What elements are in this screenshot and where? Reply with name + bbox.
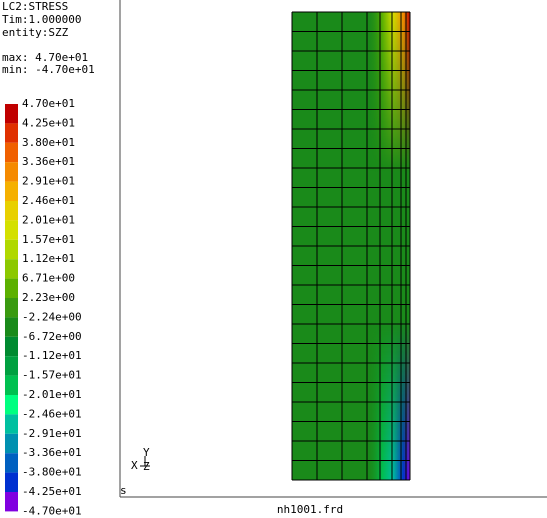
legend-label: 3.36e+01	[22, 155, 75, 168]
legend-label: 3.80e+01	[22, 136, 75, 149]
max-label: max: 4.70e+01	[2, 51, 88, 64]
legend-label: -2.24e+00	[22, 310, 82, 323]
axis-label: Z	[143, 460, 150, 473]
legend-label: -1.12e+01	[22, 349, 82, 362]
legend-swatch	[5, 395, 18, 415]
legend-swatch	[5, 453, 18, 473]
legend-swatch	[5, 492, 18, 512]
legend-label: -2.01e+01	[22, 388, 82, 401]
min-label: min: -4.70e+01	[2, 63, 95, 76]
legend-label: 2.23e+00	[22, 291, 75, 304]
viewport: X Y Z s	[119, 0, 547, 498]
legend-swatch	[5, 259, 18, 279]
legend-swatch	[5, 317, 18, 337]
legend-swatch	[5, 433, 18, 454]
legend-label: 2.91e+01	[22, 175, 75, 188]
legend-swatch	[5, 220, 18, 240]
legend-label: 1.57e+01	[22, 233, 75, 246]
legend-label: 6.71e+00	[22, 272, 75, 285]
legend-label: -4.70e+01	[22, 504, 82, 517]
legend-label: 4.70e+01	[22, 97, 75, 110]
legend-label: 1.12e+01	[22, 252, 75, 265]
legend-swatch	[5, 472, 18, 492]
legend: 4.70e+01 4.25e+01 3.80e+01 3.36e+01 2.91e+01…	[5, 97, 82, 517]
axis-triad: X Y Z	[131, 446, 150, 473]
mesh-lines	[291, 11, 411, 481]
legend-swatch	[5, 356, 18, 376]
contour-hot	[367, 12, 410, 172]
legend-swatch	[5, 181, 18, 201]
legend-label: -2.46e+01	[22, 407, 82, 420]
legend-label: -6.72e+00	[22, 330, 82, 343]
legend-label: 4.25e+01	[22, 116, 75, 129]
legend-swatch	[5, 298, 18, 318]
legend-label: -1.57e+01	[22, 369, 82, 382]
legend-label: -3.36e+01	[22, 446, 82, 459]
axis-label: Y	[143, 446, 150, 459]
legend-label: -2.91e+01	[22, 427, 82, 440]
legend-label: -3.80e+01	[22, 466, 82, 479]
info-panel: LC2:STRESS Tim:1.000000 entity:SZZ max: …	[2, 0, 95, 76]
info-line: Tim:1.000000	[2, 13, 81, 26]
legend-swatch	[5, 278, 18, 298]
legend-label: -4.25e+01	[22, 485, 82, 498]
legend-swatch	[5, 414, 18, 434]
legend-swatch	[5, 123, 18, 143]
corner-label: s	[120, 484, 127, 497]
axis-label: X	[131, 459, 138, 472]
legend-label: 2.46e+01	[22, 194, 75, 207]
legend-swatch	[5, 336, 18, 357]
legend-swatch	[5, 162, 18, 182]
info-line: entity:SZZ	[2, 26, 69, 39]
legend-label: 2.01e+01	[22, 213, 75, 226]
legend-swatch	[5, 104, 18, 124]
info-line: LC2:STRESS	[2, 0, 68, 13]
contour-cold	[367, 320, 410, 480]
file-name: nh1001.frd	[277, 503, 343, 516]
legend-swatch	[5, 142, 18, 163]
legend-swatch	[5, 375, 18, 395]
legend-swatch	[5, 239, 18, 260]
legend-swatch	[5, 201, 18, 221]
